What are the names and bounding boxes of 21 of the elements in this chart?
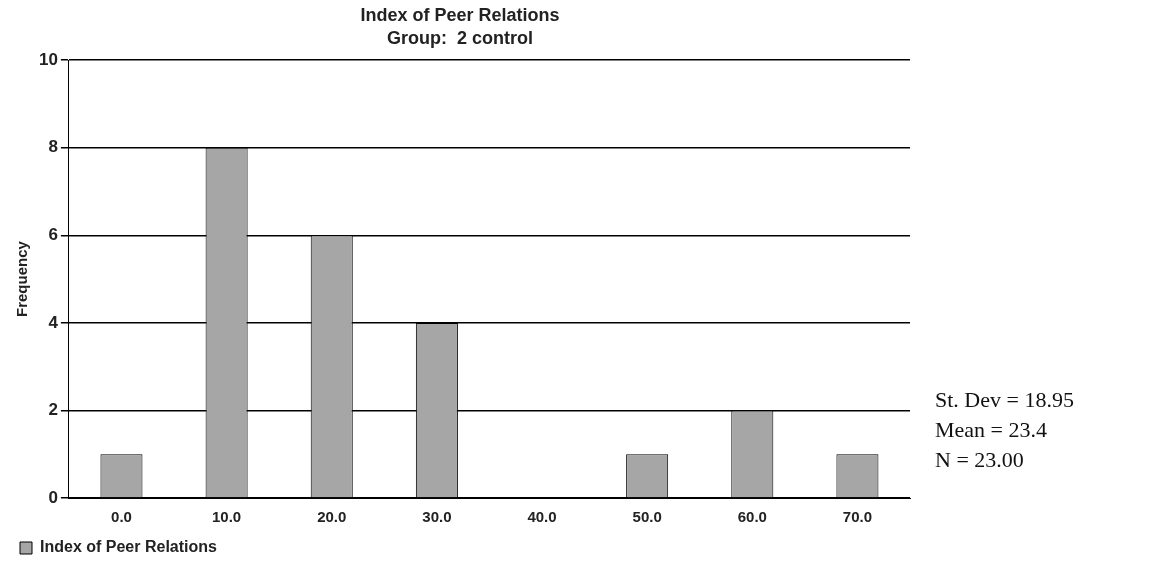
y-tick-label: 8 bbox=[48, 137, 58, 157]
x-tick-label: 20.0 bbox=[317, 508, 347, 526]
text: N = 23.00 bbox=[935, 446, 1025, 474]
x-tick-label: 50.0 bbox=[632, 508, 662, 526]
x-tick-label: 70.0 bbox=[842, 508, 873, 526]
text: Mean = 23.4 bbox=[935, 416, 1048, 444]
chart-title: Index of Peer Relations bbox=[360, 4, 560, 25]
x-tick-label: 40.0 bbox=[527, 508, 557, 526]
x-tick-label: 0.0 bbox=[111, 508, 132, 526]
y-tick-label: 0 bbox=[48, 487, 58, 507]
legend-label: Index of Peer Relations bbox=[40, 538, 218, 556]
text: St. Dev = 18.95 bbox=[935, 386, 1074, 414]
x-tick-label: 60.0 bbox=[737, 508, 767, 526]
y-tick-label: 10 bbox=[38, 49, 58, 69]
y-tick-label: 4 bbox=[48, 312, 59, 332]
y-tick-label: 2 bbox=[48, 400, 58, 420]
y-axis-title: Frequency bbox=[13, 240, 31, 318]
chart-subtitle: Group: 2 control bbox=[387, 28, 533, 49]
x-tick-label: 30.0 bbox=[422, 508, 452, 526]
x-tick-label: 10.0 bbox=[212, 508, 242, 526]
y-tick-label: 6 bbox=[48, 225, 58, 245]
